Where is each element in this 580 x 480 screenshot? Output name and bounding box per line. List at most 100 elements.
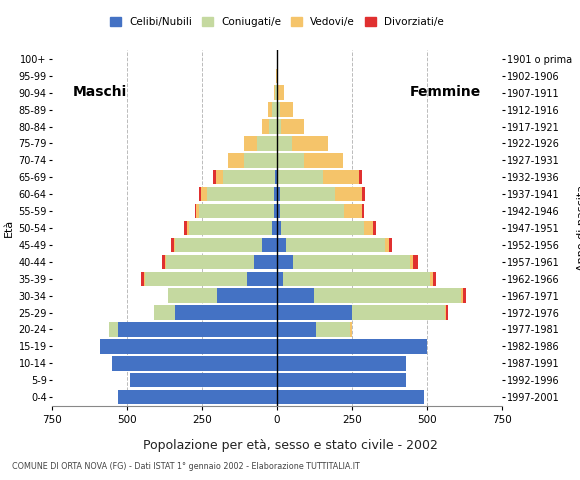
Bar <box>274 204 277 218</box>
Bar <box>145 272 247 286</box>
Bar <box>360 170 362 184</box>
Bar <box>277 238 286 252</box>
Bar <box>345 204 362 218</box>
Bar <box>280 187 335 202</box>
Bar <box>277 136 292 151</box>
Bar <box>277 221 281 235</box>
Bar <box>362 204 364 218</box>
Bar <box>100 339 277 354</box>
Bar <box>270 120 277 134</box>
Bar <box>223 170 276 184</box>
Bar <box>278 170 324 184</box>
Bar <box>445 305 446 320</box>
Bar <box>461 288 463 303</box>
Bar <box>201 187 206 202</box>
Bar <box>410 254 414 269</box>
Bar <box>187 221 188 235</box>
Bar <box>293 254 410 269</box>
Bar <box>196 204 199 218</box>
Bar <box>314 288 461 303</box>
Bar <box>154 305 175 320</box>
Bar <box>244 136 258 151</box>
Bar <box>273 221 277 235</box>
Bar <box>258 136 277 151</box>
Bar <box>277 272 283 286</box>
Bar <box>352 305 445 320</box>
Bar <box>277 356 406 371</box>
Bar <box>244 153 277 168</box>
Bar <box>277 85 278 100</box>
Text: COMUNE DI ORTA NOVA (FG) - Dati ISTAT 1° gennaio 2002 - Elaborazione TUTTITALIA.: COMUNE DI ORTA NOVA (FG) - Dati ISTAT 1°… <box>12 462 360 471</box>
Bar <box>277 102 280 117</box>
Bar <box>140 272 144 286</box>
Bar <box>389 238 392 252</box>
Bar <box>276 170 277 184</box>
Bar <box>276 85 277 100</box>
Bar <box>277 170 278 184</box>
Bar <box>280 102 293 117</box>
Bar <box>173 238 175 252</box>
Bar <box>118 322 277 336</box>
Bar <box>175 305 277 320</box>
Bar <box>335 187 362 202</box>
Bar <box>362 187 365 202</box>
Bar <box>262 120 270 134</box>
Text: Femmine: Femmine <box>409 84 481 98</box>
Bar <box>199 187 201 202</box>
Bar <box>286 238 385 252</box>
Bar <box>324 170 360 184</box>
Bar <box>281 221 364 235</box>
Bar <box>112 356 277 371</box>
Bar <box>277 187 280 202</box>
Bar <box>277 153 304 168</box>
Bar <box>227 153 244 168</box>
Bar <box>109 322 118 336</box>
Bar <box>216 170 223 184</box>
Bar <box>277 69 278 83</box>
Bar <box>188 221 273 235</box>
Bar <box>278 85 284 100</box>
Bar <box>277 373 406 387</box>
Bar <box>217 288 277 303</box>
Y-axis label: Età: Età <box>4 219 14 237</box>
Bar <box>414 254 418 269</box>
Bar <box>283 272 430 286</box>
Bar <box>276 69 277 83</box>
Bar <box>144 272 145 286</box>
Bar <box>280 204 345 218</box>
Bar <box>277 390 424 404</box>
Bar <box>316 322 350 336</box>
Bar <box>118 390 277 404</box>
Bar <box>255 254 277 269</box>
Text: Popolazione per età, sesso e stato civile - 2002: Popolazione per età, sesso e stato civil… <box>143 439 437 452</box>
Y-axis label: Anno di nascita: Anno di nascita <box>577 185 580 271</box>
Legend: Celibi/Nubili, Coniugati/e, Vedovi/e, Divorziati/e: Celibi/Nubili, Coniugati/e, Vedovi/e, Di… <box>106 13 448 31</box>
Text: Maschi: Maschi <box>73 84 128 98</box>
Bar <box>446 305 448 320</box>
Bar <box>247 272 277 286</box>
Bar <box>206 187 274 202</box>
Bar <box>194 204 196 218</box>
Bar <box>162 254 165 269</box>
Bar <box>199 204 274 218</box>
Bar <box>274 187 277 202</box>
Bar <box>277 288 314 303</box>
Bar <box>350 322 352 336</box>
Bar <box>281 120 304 134</box>
Bar <box>373 221 376 235</box>
Bar <box>433 272 436 286</box>
Bar <box>168 288 217 303</box>
Bar <box>130 373 277 387</box>
Bar <box>274 85 276 100</box>
Bar <box>184 221 187 235</box>
Bar <box>292 136 328 151</box>
Bar <box>277 120 281 134</box>
Bar <box>273 102 277 117</box>
Bar <box>364 221 373 235</box>
Bar <box>171 238 173 252</box>
Bar <box>165 254 166 269</box>
Bar <box>277 254 293 269</box>
Bar <box>385 238 389 252</box>
Bar <box>430 272 433 286</box>
Bar <box>463 288 466 303</box>
